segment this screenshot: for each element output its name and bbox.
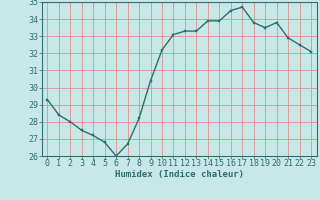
X-axis label: Humidex (Indice chaleur): Humidex (Indice chaleur) [115, 170, 244, 179]
